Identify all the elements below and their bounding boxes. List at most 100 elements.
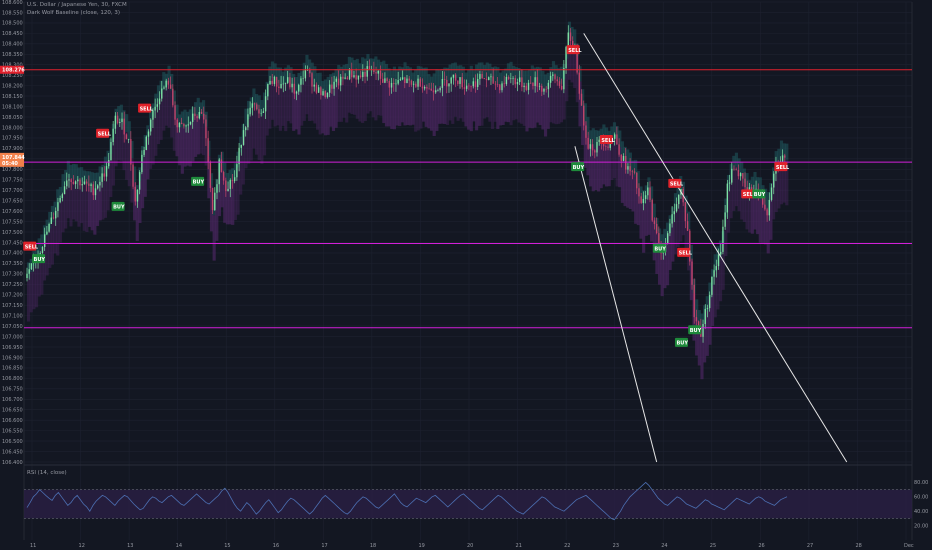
price-tick-label: 106.450 [2,449,23,455]
cloud-lower [475,82,479,131]
signal-box [774,162,788,172]
cloud-upper [543,74,548,90]
cloud-lower [400,80,404,123]
cloud-upper [634,159,638,178]
candle-body [649,187,651,200]
cloud-upper [353,60,357,75]
candle-body [470,86,472,87]
candle-body [587,137,589,149]
cloud-lower [445,81,450,125]
candle-body [613,134,616,139]
cloud-upper [467,69,471,86]
cloud-lower [514,80,518,120]
cloud-lower [705,310,709,356]
candle-body [728,182,731,184]
candle-body [653,220,656,224]
cloud-upper [398,66,402,83]
cloud-upper [188,109,192,124]
cloud-upper [143,134,147,150]
cloud-upper [308,59,312,74]
cloud-upper [196,97,200,116]
cloud-upper [750,176,754,190]
price-tick-label: 107.900 [2,146,23,152]
cloud-upper [162,72,166,91]
candle-body [176,119,178,128]
candle-body [446,79,448,87]
cloud-lower [204,126,208,166]
candle-body [633,171,636,173]
buy-signal: BUY [688,325,702,335]
candle-body [161,88,163,99]
cloud-upper [167,65,171,83]
candle-body [401,77,404,80]
cloud-upper [591,128,595,147]
cloud-lower [252,106,256,149]
cloud-lower [141,162,145,209]
cloud-upper [493,66,497,83]
cloud-upper [573,29,577,45]
candle-body [483,78,486,79]
cloud-upper [363,58,367,74]
time-tick-label: 25 [710,543,716,549]
cloud-lower [366,71,370,114]
cloud-upper [98,166,102,182]
candle-body [66,180,68,187]
cloud-upper [220,151,224,166]
cloud-lower [395,84,399,126]
cloud-upper [249,97,253,113]
price-tick-label: 106.550 [2,428,23,434]
candle-body [390,83,393,88]
candle-body [238,147,240,165]
candle-body [428,88,430,90]
cloud-upper [525,70,529,86]
price-tick-label: 106.950 [2,345,23,351]
candle-body [678,194,680,205]
signal-box [111,201,125,211]
cloud-upper [347,56,351,75]
candle-body [103,173,106,177]
cloud-lower [512,78,516,121]
candle-body [580,93,583,106]
buy-signal: BUY [571,162,584,172]
cloud-lower [750,189,754,234]
candle-body [722,226,724,252]
candle-body [258,109,260,114]
cloud-upper [541,70,545,88]
cloud-lower [414,84,418,132]
time-tick-label: 20 [467,543,473,549]
candle-body [247,114,249,128]
time-tick-label: 17 [321,543,327,549]
cloud-upper [50,205,55,222]
cloud-upper [724,198,728,218]
price-tick-label: 107.950 [2,136,23,142]
cloud-lower [657,241,662,285]
price-tick-label: 106.900 [2,355,23,361]
candle-body [591,144,594,151]
candle-body [364,71,366,77]
cloud-upper [297,72,301,92]
cloud-lower [440,84,444,124]
cloud-lower [599,142,603,189]
candle-body [85,181,88,184]
cloud-upper [424,67,428,86]
candle-body [271,80,273,84]
cloud-lower [708,298,712,345]
cloud-lower [268,85,272,129]
candle-body [644,195,647,199]
cloud-lower [392,85,397,130]
sell-signal: SELL [668,178,684,188]
cloud-lower [276,83,280,126]
candle-body [280,83,282,89]
candle-body [784,155,786,158]
cloud-lower [427,88,431,129]
cloud-lower [337,83,341,122]
price-tick-label: 108.000 [2,125,23,131]
cloud-upper [732,155,736,171]
cloud-lower [575,56,579,103]
cloud-upper [318,72,322,91]
candle-body [598,139,600,143]
cloud-lower [87,186,92,227]
cloud-lower [32,266,36,310]
